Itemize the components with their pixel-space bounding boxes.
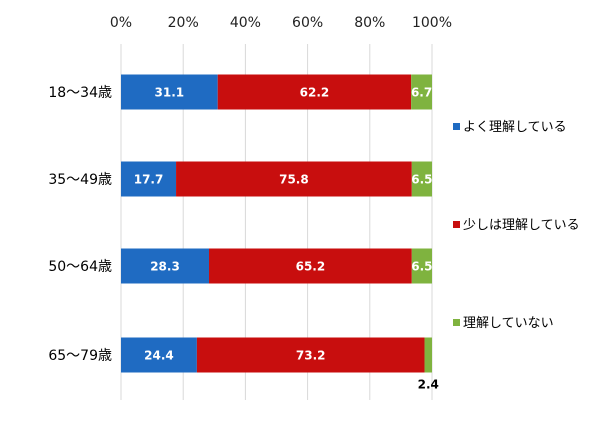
bars: 31.1 62.2 6.7 17.7 75.8 6.5 28.3 65.2 6.5 24.4 73.…	[121, 74, 439, 392]
x-tick-label: 100%	[412, 15, 452, 31]
category-label: 65～79歳	[48, 348, 112, 364]
category-label: 50～64歳	[48, 259, 112, 275]
data-label: 62.2	[300, 86, 330, 100]
bar-segment	[411, 248, 432, 284]
legend-swatch	[453, 319, 460, 326]
data-label: 6.5	[411, 260, 432, 274]
legend-label: 少しは理解している	[463, 218, 580, 233]
x-tick-label: 60%	[292, 15, 323, 31]
x-tick-label: 20%	[168, 15, 199, 31]
data-label: 24.4	[144, 349, 174, 363]
data-label: 65.2	[296, 260, 326, 274]
bar-segment	[176, 161, 412, 197]
x-tick-label: 0%	[110, 15, 132, 31]
data-label: 28.3	[150, 260, 180, 274]
bar-segment	[411, 161, 432, 197]
data-label: 31.1	[155, 86, 185, 100]
bar-segment	[196, 337, 425, 373]
bar-segment	[121, 337, 197, 373]
category-labels: 18～34歳 35～49歳 50～64歳 65～79歳	[48, 85, 112, 364]
bar-segment	[424, 337, 432, 373]
bar-segment	[121, 161, 177, 197]
data-label: 6.5	[411, 173, 432, 187]
bar-segment	[411, 74, 432, 110]
bar-segment	[121, 74, 218, 110]
legend-swatch	[453, 221, 460, 228]
x-tick-labels: 0% 20% 40% 60% 80% 100%	[110, 15, 452, 31]
data-label: 73.2	[296, 349, 326, 363]
data-label: 6.7	[411, 86, 432, 100]
legend-label: 理解していない	[463, 316, 554, 331]
legend-label: よく理解している	[463, 120, 567, 135]
legend-swatch	[453, 123, 460, 130]
bar-segment	[209, 248, 412, 284]
category-label: 18～34歳	[48, 85, 112, 101]
data-label: 2.4	[418, 378, 439, 392]
data-label: 17.7	[134, 173, 164, 187]
bar-segment	[121, 248, 210, 284]
x-tick-label: 80%	[354, 15, 385, 31]
data-label: 75.8	[279, 173, 309, 187]
category-label: 35～49歳	[48, 172, 112, 188]
x-tick-label: 40%	[230, 15, 261, 31]
bar-segment	[217, 74, 412, 110]
